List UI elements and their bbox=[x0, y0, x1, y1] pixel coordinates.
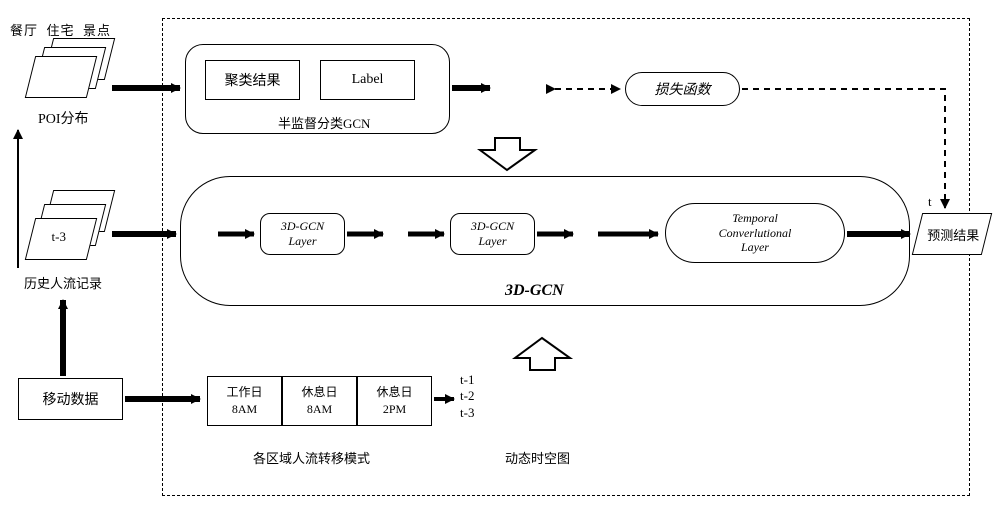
3dgcn-layer-1: 3D-GCN Layer bbox=[260, 213, 345, 255]
poi-card-1 bbox=[25, 56, 97, 98]
dyn-label-1: t-1 bbox=[460, 372, 474, 388]
output-t: t bbox=[928, 194, 932, 210]
pattern-cell-2-text: 休息日 8AM bbox=[301, 384, 337, 418]
cluster-result-box: 聚类结果 bbox=[205, 60, 300, 100]
dyn-labels: t-1 t-2 t-3 bbox=[460, 372, 474, 421]
poi-stack bbox=[30, 38, 120, 108]
poi-label-3: 景点 bbox=[83, 23, 111, 38]
hist-label-3: t-3 bbox=[51, 229, 65, 245]
3dgcn-title: 3D-GCN bbox=[505, 282, 564, 300]
pattern-cell-2: 休息日 8AM bbox=[282, 376, 357, 426]
poi-caption: POI分布 bbox=[38, 108, 89, 128]
history-caption: 历史人流记录 bbox=[24, 273, 102, 292]
poi-label-1: 餐厅 bbox=[10, 23, 38, 38]
dyn-caption: 动态时空图 bbox=[505, 448, 570, 467]
pattern-cell-3: 休息日 2PM bbox=[357, 376, 432, 426]
pattern-cell-3-text: 休息日 2PM bbox=[376, 384, 412, 418]
diagram-canvas: 餐厅 住宅 景点 POI分布 聚类结果 Label 半监督分类GCN 损失函数 … bbox=[0, 0, 1000, 509]
output-text: 预测结果 bbox=[919, 214, 987, 244]
3dgcn-layer-2-text: 3D-GCN Layer bbox=[471, 219, 514, 249]
temporal-layer: Temporal Converlutional Layer bbox=[665, 203, 845, 263]
hist-card-3: t-3 bbox=[25, 218, 97, 260]
mobile-data-box: 移动数据 bbox=[18, 378, 123, 420]
3dgcn-layer-2: 3D-GCN Layer bbox=[450, 213, 535, 255]
history-stack: t-1 t-2 t-3 bbox=[30, 190, 120, 270]
dyn-label-3: t-3 bbox=[460, 405, 474, 421]
semi-gcn-caption: 半监督分类GCN bbox=[278, 113, 370, 132]
poi-type-labels: 餐厅 住宅 景点 bbox=[10, 20, 111, 39]
dyn-label-2: t-2 bbox=[460, 388, 474, 404]
poi-label-2: 住宅 bbox=[47, 23, 75, 38]
cluster-result-text: 聚类结果 bbox=[225, 70, 281, 90]
pattern-cell-1-text: 工作日 8AM bbox=[226, 384, 262, 418]
3dgcn-layer-1-text: 3D-GCN Layer bbox=[281, 219, 324, 249]
label-box: Label bbox=[320, 60, 415, 100]
temporal-layer-text: Temporal Converlutional Layer bbox=[719, 211, 792, 254]
mobile-data-text: 移动数据 bbox=[43, 389, 99, 409]
label-box-text: Label bbox=[352, 72, 384, 88]
loss-pill: 损失函数 bbox=[625, 72, 740, 106]
output-box: 预测结果 bbox=[912, 213, 992, 255]
pattern-cell-1: 工作日 8AM bbox=[207, 376, 282, 426]
loss-text: 损失函数 bbox=[655, 79, 711, 99]
patterns-caption: 各区域人流转移模式 bbox=[253, 448, 370, 467]
